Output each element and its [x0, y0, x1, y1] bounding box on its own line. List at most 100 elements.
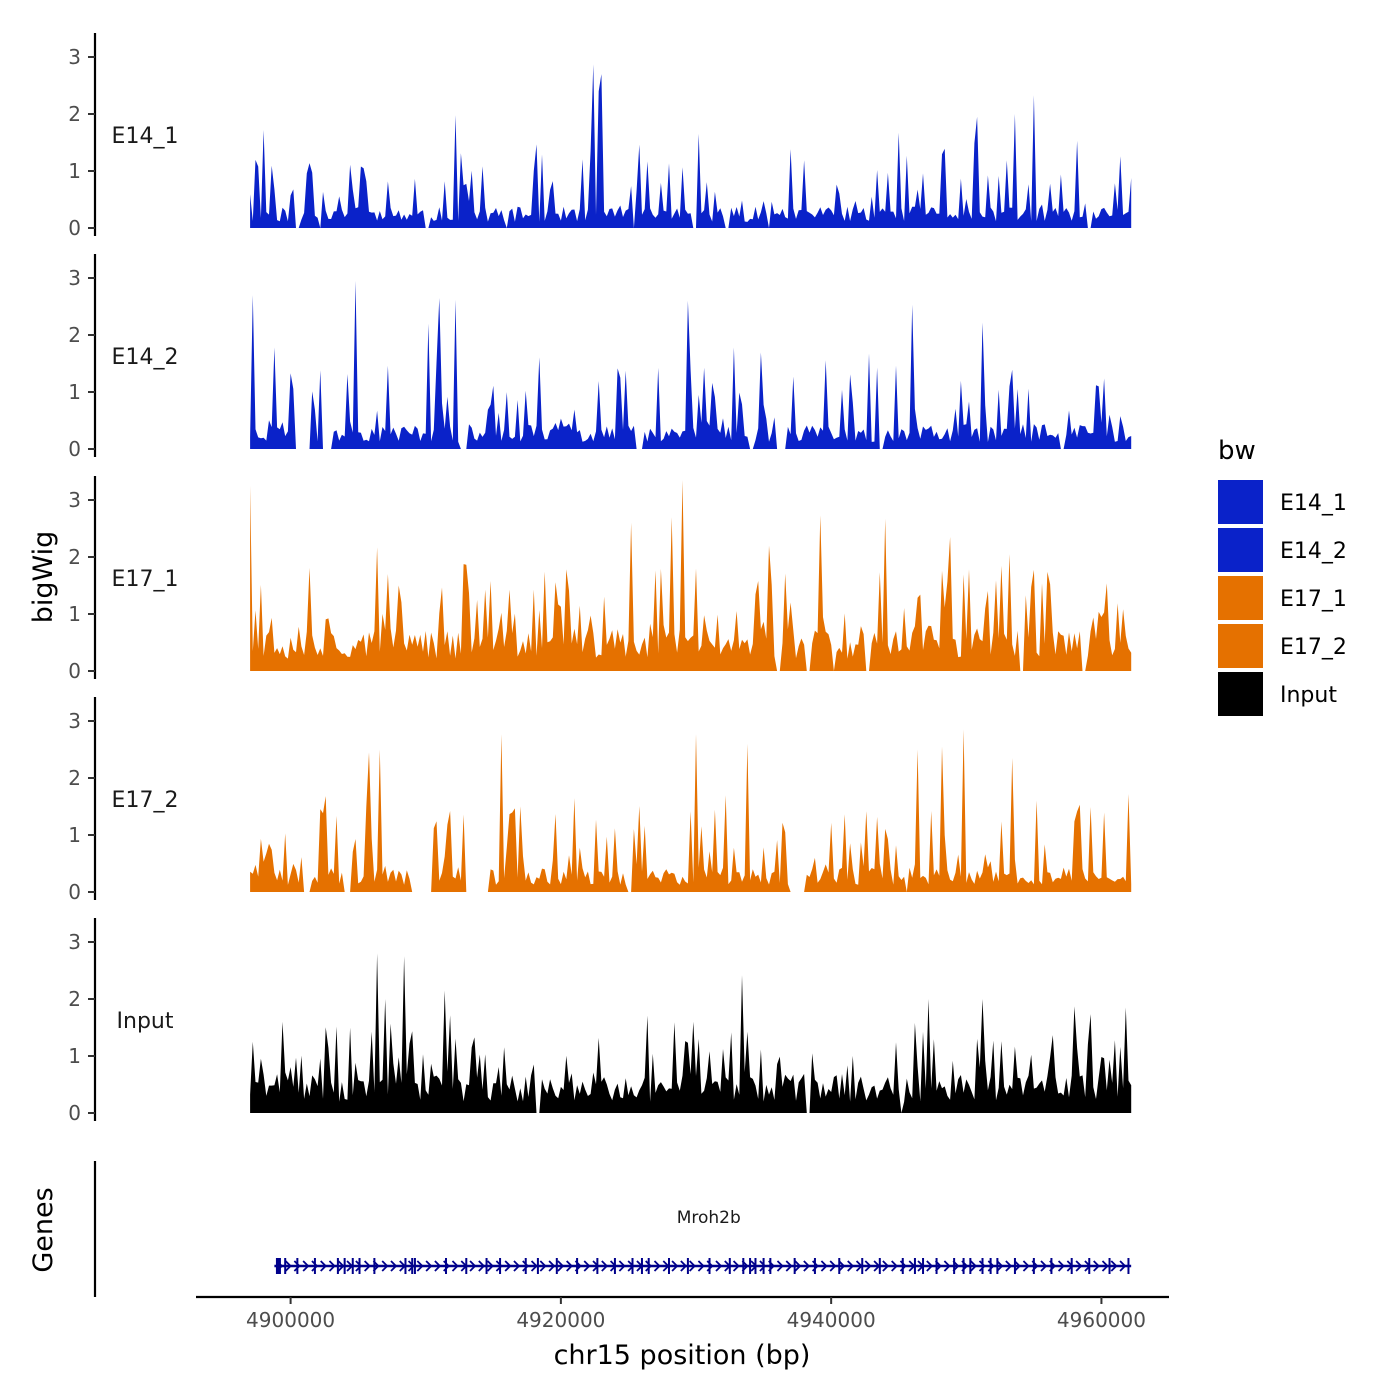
strand-arrow — [337, 1260, 345, 1272]
strand-arrow — [320, 1260, 327, 1272]
exon — [935, 1258, 938, 1274]
exon — [576, 1258, 579, 1274]
exon — [861, 1258, 864, 1274]
exon — [969, 1258, 972, 1274]
exon — [445, 1258, 448, 1274]
y-tick-label: 3 — [68, 709, 81, 733]
exon — [913, 1258, 916, 1274]
exon — [754, 1258, 757, 1274]
strand-arrow — [996, 1260, 1004, 1272]
legend-swatch-e17-2 — [1218, 624, 1263, 668]
signal-area-e17-2 — [250, 729, 1132, 892]
exon — [793, 1258, 796, 1274]
exon — [465, 1258, 468, 1274]
x-axis: 4900000 4920000 4940000 4960000 — [196, 1295, 1169, 1332]
y-tick-label: 2 — [68, 987, 81, 1011]
strand-arrow — [776, 1260, 784, 1272]
y-tick-label: 3 — [68, 45, 81, 69]
track-panel-e14-1: 0 1 2 3 E14_1 — [68, 33, 1132, 240]
exon — [1013, 1258, 1016, 1274]
y-tick-label: 0 — [68, 1101, 81, 1125]
y-axis-title: bigWig — [28, 531, 59, 624]
x-axis-title: chr15 position (bp) — [554, 1340, 811, 1371]
exon — [536, 1258, 539, 1274]
strand-arrow — [970, 1260, 977, 1272]
track-panel-e14-2: 0 1 2 3 E14_2 — [68, 254, 1132, 461]
exon — [922, 1258, 925, 1274]
exon — [313, 1258, 316, 1274]
strand-arrow — [407, 1260, 415, 1272]
strand-arrow — [478, 1260, 486, 1272]
strand-arrow — [820, 1260, 828, 1272]
strand-arrow — [680, 1260, 688, 1272]
exon — [640, 1258, 643, 1274]
exon — [404, 1258, 407, 1274]
signal-area-e14-2 — [250, 280, 1132, 449]
strand-arrow — [311, 1260, 319, 1272]
y-tick-label: 2 — [68, 545, 81, 569]
exon — [878, 1258, 881, 1274]
exon — [762, 1258, 765, 1274]
exon — [413, 1258, 416, 1274]
track-panels: 0 1 2 3 E14_1 0 1 2 3 E14_2 0 1 2 3 E17_1 0 1 2 3 E17_2 0 1 2 3… — [68, 33, 1132, 1125]
strand-arrow — [363, 1260, 371, 1272]
strand-arrow — [1040, 1260, 1048, 1272]
strand-arrow — [355, 1260, 363, 1272]
strand-arrow — [504, 1260, 512, 1272]
y-tick-label: 2 — [68, 102, 81, 126]
exon — [411, 1258, 414, 1274]
y-tick-label: 0 — [68, 880, 81, 904]
strand-arrow — [653, 1260, 661, 1272]
strand-arrow — [882, 1260, 890, 1272]
strand-arrow — [416, 1260, 424, 1272]
strand-arrow — [697, 1260, 705, 1272]
strand-arrow — [803, 1260, 811, 1272]
strand-arrow — [645, 1260, 652, 1272]
legend-swatch-e14-2 — [1218, 528, 1263, 572]
exon — [1127, 1258, 1130, 1274]
exon — [667, 1258, 670, 1274]
strand-arrow — [293, 1260, 301, 1272]
exon — [555, 1258, 558, 1274]
y-tick-label: 2 — [68, 323, 81, 347]
strand-arrow — [566, 1260, 573, 1272]
y-tick-label: 1 — [68, 1044, 81, 1068]
exon — [373, 1258, 376, 1274]
strand-arrow — [495, 1260, 503, 1272]
strand-arrow — [583, 1260, 591, 1272]
strand-arrow — [1014, 1260, 1021, 1272]
exon — [769, 1258, 772, 1274]
signal-area-input — [250, 953, 1132, 1113]
strand-arrow — [671, 1260, 679, 1272]
x-tick-label: 4960000 — [1057, 1308, 1146, 1332]
strand-arrow — [284, 1260, 292, 1272]
legend-title: bw — [1218, 436, 1256, 466]
gene-track: Mroh2b — [93, 1161, 1132, 1297]
strand-arrow — [688, 1260, 696, 1272]
strand-arrow — [1119, 1260, 1127, 1272]
y-tick-label: 1 — [68, 602, 81, 626]
strand-arrow — [1022, 1260, 1030, 1272]
strand-arrow — [425, 1260, 433, 1272]
signal-area-e14-1 — [250, 64, 1132, 229]
legend-label-e17-1: E17_1 — [1280, 587, 1347, 612]
legend-label-e17-2: E17_2 — [1280, 635, 1347, 660]
signal-area-e17-1 — [250, 480, 1132, 671]
strand-arrow — [1005, 1260, 1013, 1272]
track-panel-e17-2: 0 1 2 3 E17_2 — [68, 697, 1132, 904]
y-tick-label: 3 — [68, 930, 81, 954]
exon — [962, 1258, 965, 1274]
exon — [1088, 1258, 1091, 1274]
y-tick-label: 1 — [68, 380, 81, 404]
track-panel-input: 0 1 2 3 Input — [68, 918, 1132, 1125]
strand-arrow — [328, 1260, 336, 1272]
strand-arrow — [1101, 1260, 1109, 1272]
legend-label-e14-1: E14_1 — [1280, 491, 1347, 516]
strand-arrow — [1110, 1260, 1118, 1272]
exon — [499, 1258, 502, 1274]
exon — [1108, 1258, 1111, 1274]
exon — [358, 1258, 361, 1274]
exon — [596, 1258, 599, 1274]
strand-arrow — [381, 1260, 389, 1272]
exon — [1032, 1258, 1035, 1274]
